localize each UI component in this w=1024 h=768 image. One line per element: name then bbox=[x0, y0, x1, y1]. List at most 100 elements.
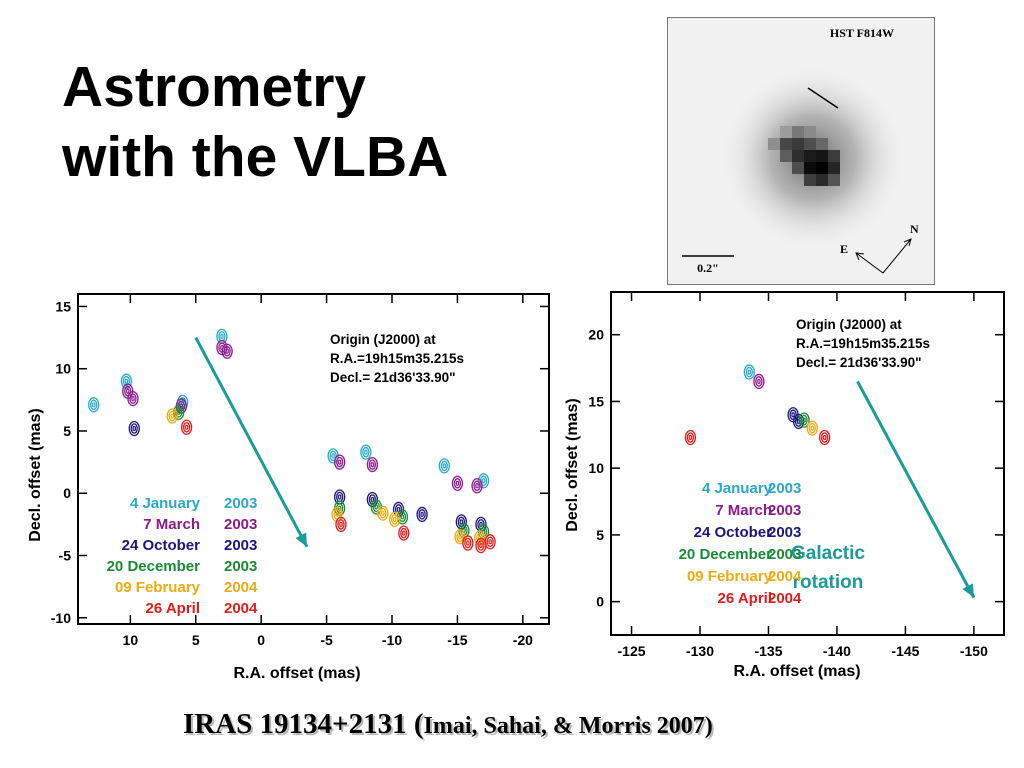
y-tick-label: -5 bbox=[59, 548, 72, 564]
right-origin-line-3: Decl.= 21d36'33.90" bbox=[796, 355, 922, 370]
legend-year: 2003 bbox=[768, 524, 801, 541]
x-tick-label: -125 bbox=[618, 643, 646, 659]
maser-spot bbox=[360, 444, 372, 460]
hst-scale-label: 0.2" bbox=[697, 261, 719, 275]
maser-spot bbox=[753, 373, 765, 390]
maser-spot bbox=[398, 525, 410, 541]
legend-epoch: 09 February bbox=[115, 579, 201, 596]
rotation-arrow-line bbox=[194, 336, 309, 548]
legend-year: 2003 bbox=[768, 546, 801, 563]
y-tick-label: 0 bbox=[596, 594, 604, 610]
maser-spot bbox=[462, 535, 474, 551]
maser-spot bbox=[128, 420, 140, 437]
galactic-label-2: rotation bbox=[793, 572, 864, 593]
hst-image-panel: HST F814W 0.2" N E bbox=[667, 17, 935, 285]
maser-spot bbox=[335, 516, 347, 533]
hst-marker-line bbox=[807, 87, 839, 109]
legend-year: 2003 bbox=[768, 502, 801, 519]
right-origin-line-1: Origin (J2000) at bbox=[796, 317, 902, 332]
legend-year: 2003 bbox=[224, 495, 257, 512]
legend-year: 2004 bbox=[768, 568, 802, 585]
plot-frame bbox=[610, 291, 1005, 636]
left-origin-line-2: R.A.=19h15m35.215s bbox=[330, 351, 464, 366]
maser-spot bbox=[366, 456, 379, 473]
hst-image: HST F814W 0.2" N E bbox=[668, 18, 934, 284]
compass-north-label: N bbox=[910, 222, 919, 236]
x-tick-label: -140 bbox=[823, 643, 851, 659]
maser-spot bbox=[818, 429, 831, 446]
legend-year: 2004 bbox=[768, 590, 802, 607]
y-tick-label: 5 bbox=[63, 423, 71, 439]
legend-year: 2003 bbox=[224, 516, 257, 533]
maser-spot bbox=[798, 412, 810, 428]
maser-spot bbox=[438, 458, 450, 474]
right-y-axis-label: Decl. offset (mas) bbox=[564, 398, 581, 531]
x-tick-label: -130 bbox=[686, 643, 714, 659]
hst-filter-label: HST F814W bbox=[830, 26, 894, 40]
maser-spot bbox=[334, 489, 346, 505]
compass-east-label: E bbox=[840, 242, 848, 256]
legend-epoch: 20 December bbox=[679, 546, 773, 563]
rotation-arrow-head bbox=[962, 583, 974, 598]
right-astrometry-plot: Origin (J2000) at R.A.=19h15m35.215s Dec… bbox=[564, 291, 1005, 680]
x-tick-label: 0 bbox=[257, 632, 265, 648]
left-astrometry-plot: Origin (J2000) at R.A.=19h15m35.215s Dec… bbox=[27, 293, 550, 682]
maser-spot bbox=[120, 373, 133, 389]
legend-epoch: 26 April bbox=[718, 590, 772, 607]
y-tick-label: 0 bbox=[63, 485, 71, 501]
maser-spot bbox=[451, 475, 464, 491]
legend-epoch: 24 October bbox=[122, 537, 201, 554]
footer-citation: Imai, Sahai, & Morris 2007) bbox=[423, 713, 713, 739]
maser-spot bbox=[334, 454, 346, 470]
citation-footer: IRAS 19134+2131 (Imai, Sahai, & Morris 2… bbox=[183, 708, 713, 741]
legend-epoch: 7 March bbox=[715, 502, 772, 519]
y-tick-label: 20 bbox=[588, 327, 604, 343]
legend-epoch: 26 April bbox=[146, 600, 200, 617]
x-tick-label: 10 bbox=[123, 632, 139, 648]
x-tick-label: -135 bbox=[754, 643, 782, 659]
legend-epoch: 7 March bbox=[143, 516, 200, 533]
maser-spot bbox=[471, 478, 483, 494]
left-origin-line-3: Decl.= 21d36'33.90" bbox=[330, 370, 456, 385]
x-tick-label: -20 bbox=[513, 632, 533, 648]
legend-epoch: 4 January bbox=[130, 495, 201, 512]
left-x-axis-label: R.A. offset (mas) bbox=[233, 665, 360, 682]
maser-spot bbox=[484, 534, 496, 550]
y-tick-label: 10 bbox=[588, 460, 604, 476]
y-tick-label: -10 bbox=[51, 610, 71, 626]
title-line-1: Astrometry bbox=[62, 55, 367, 119]
maser-spot bbox=[416, 506, 428, 523]
y-tick-label: 15 bbox=[55, 298, 71, 314]
rotation-arrow-line bbox=[856, 380, 976, 599]
maser-spot bbox=[684, 429, 697, 446]
legend-epoch: 4 January bbox=[702, 480, 773, 497]
footer-object-name: IRAS 19134+2131 ( bbox=[183, 708, 424, 740]
legend-epoch: 24 October bbox=[694, 524, 773, 541]
left-origin-line-1: Origin (J2000) at bbox=[330, 332, 436, 347]
maser-spot bbox=[180, 419, 193, 435]
legend-year: 2003 bbox=[768, 480, 801, 497]
x-tick-label: -5 bbox=[320, 632, 333, 648]
plot-frame bbox=[77, 293, 550, 625]
maser-spot bbox=[475, 537, 487, 554]
hst-pixel-blob bbox=[718, 63, 908, 253]
maser-spot bbox=[743, 364, 755, 380]
maser-spot bbox=[216, 328, 228, 344]
maser-spot bbox=[806, 420, 818, 436]
slide-title: Astrometry with the VLBA bbox=[62, 52, 448, 192]
maser-spot bbox=[166, 408, 178, 424]
x-tick-label: -10 bbox=[382, 632, 402, 648]
y-tick-label: 15 bbox=[588, 393, 604, 409]
maser-spot bbox=[127, 390, 139, 407]
y-tick-label: 5 bbox=[596, 527, 604, 543]
compass-arrows: N E bbox=[840, 222, 919, 274]
galactic-label-1: Galactic bbox=[791, 543, 865, 564]
y-tick-label: 10 bbox=[55, 361, 71, 377]
right-origin-line-2: R.A.=19h15m35.215s bbox=[796, 336, 930, 351]
legend-year: 2004 bbox=[224, 579, 258, 596]
legend-epoch: 20 December bbox=[107, 558, 201, 575]
maser-spot bbox=[221, 343, 233, 359]
legend-year: 2003 bbox=[224, 558, 257, 575]
maser-spot bbox=[377, 505, 389, 521]
legend-year: 2004 bbox=[224, 600, 258, 617]
